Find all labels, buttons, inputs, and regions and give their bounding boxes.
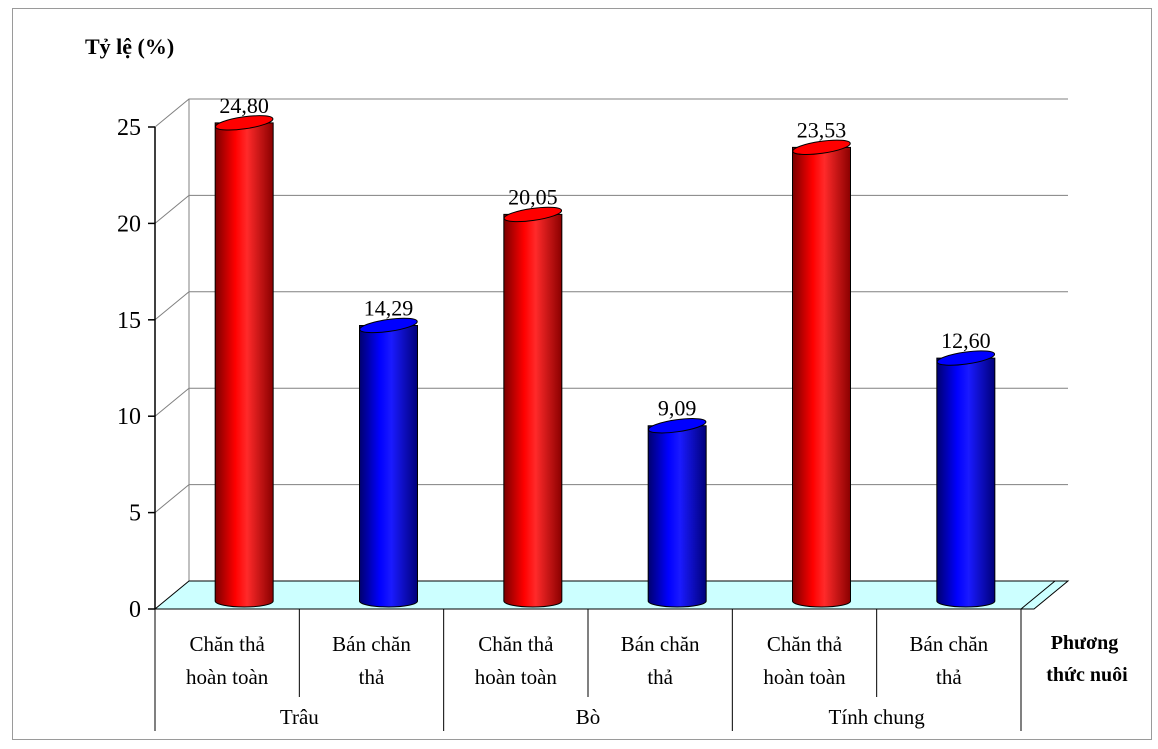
bar-top xyxy=(647,418,707,434)
bar-value-label: 20,05 xyxy=(508,184,558,209)
category-labels: Chăn thả hoàn toàn Bán chăn thả Trâu Chăn thả… xyxy=(154,580,1056,731)
bars: 24,80 14,29 20,05 9,09 23,53 12,60 xyxy=(214,93,996,608)
group-label: Trâu xyxy=(280,705,319,729)
bar: 14,29 xyxy=(359,295,418,608)
gridline xyxy=(154,387,1068,417)
bar-body xyxy=(792,146,851,608)
gridline xyxy=(154,194,1068,224)
bar-body xyxy=(503,213,563,608)
bar-body xyxy=(359,324,418,608)
category-label: thả xyxy=(647,665,673,689)
group-label: Tính chung xyxy=(829,705,926,729)
category-label: Chăn thả xyxy=(190,632,266,656)
category-label: hoàn toàn xyxy=(763,665,846,689)
gridline xyxy=(154,291,1068,321)
bar-top xyxy=(936,350,996,366)
category-label: Chăn thả xyxy=(767,632,843,656)
y-tick-label: 5 xyxy=(129,501,141,527)
y-axis-title: Tỷ lệ (%) xyxy=(85,34,174,59)
bar-body xyxy=(647,425,707,608)
y-tick-label: 20 xyxy=(117,211,141,237)
chart-frame: Tỷ lệ (%) Phương thức nuôi 0 5 10 15 20 25 24… xyxy=(12,8,1152,740)
x-axis-title: Phương thức nuôi xyxy=(1046,632,1128,686)
bar: 23,53 xyxy=(792,117,851,608)
floor-plane xyxy=(153,580,1070,610)
category-label: hoàn toàn xyxy=(475,665,558,689)
category-label: Bán chăn xyxy=(909,632,988,656)
gridline xyxy=(154,484,1068,513)
bar-value-label: 12,60 xyxy=(941,328,991,353)
category-label: Chăn thả xyxy=(478,632,554,656)
bar-chart: Tỷ lệ (%) Phương thức nuôi 0 5 10 15 20 25 24… xyxy=(85,34,1128,731)
x-axis-title-line-2: thức nuôi xyxy=(1046,664,1128,686)
bar-top xyxy=(503,206,563,223)
bar-top xyxy=(792,139,851,156)
y-tick-label: 15 xyxy=(117,308,141,334)
bar-value-label: 23,53 xyxy=(797,117,847,142)
category-label: Bán chăn xyxy=(332,632,411,656)
bar-top xyxy=(359,317,418,334)
bar-value-label: 24,80 xyxy=(219,93,269,118)
bar: 24,80 xyxy=(214,93,274,608)
y-tick-label: 10 xyxy=(117,404,141,430)
bar: 12,60 xyxy=(936,328,996,608)
bar-body xyxy=(214,122,274,608)
category-label: Bán chăn xyxy=(621,632,700,656)
chart-floor xyxy=(153,580,1070,610)
gridline xyxy=(154,98,1068,128)
category-label: thả xyxy=(359,665,385,689)
bar: 20,05 xyxy=(503,184,563,608)
bar-body xyxy=(936,357,996,608)
group-label: Bò xyxy=(576,705,601,729)
table-line xyxy=(1020,580,1056,610)
x-axis-title-line-1: Phương xyxy=(1051,632,1119,654)
bar-value-label: 14,29 xyxy=(364,295,414,320)
gridlines xyxy=(154,98,1068,581)
bar: 9,09 xyxy=(647,396,707,608)
y-tick-label: 0 xyxy=(129,597,141,623)
bar-top xyxy=(214,115,274,131)
y-tick-label: 25 xyxy=(117,115,141,141)
axes: 0 5 10 15 20 25 xyxy=(117,115,156,623)
category-label: hoàn toàn xyxy=(186,665,269,689)
category-label: thả xyxy=(936,665,962,689)
bar-value-label: 9,09 xyxy=(658,396,697,421)
